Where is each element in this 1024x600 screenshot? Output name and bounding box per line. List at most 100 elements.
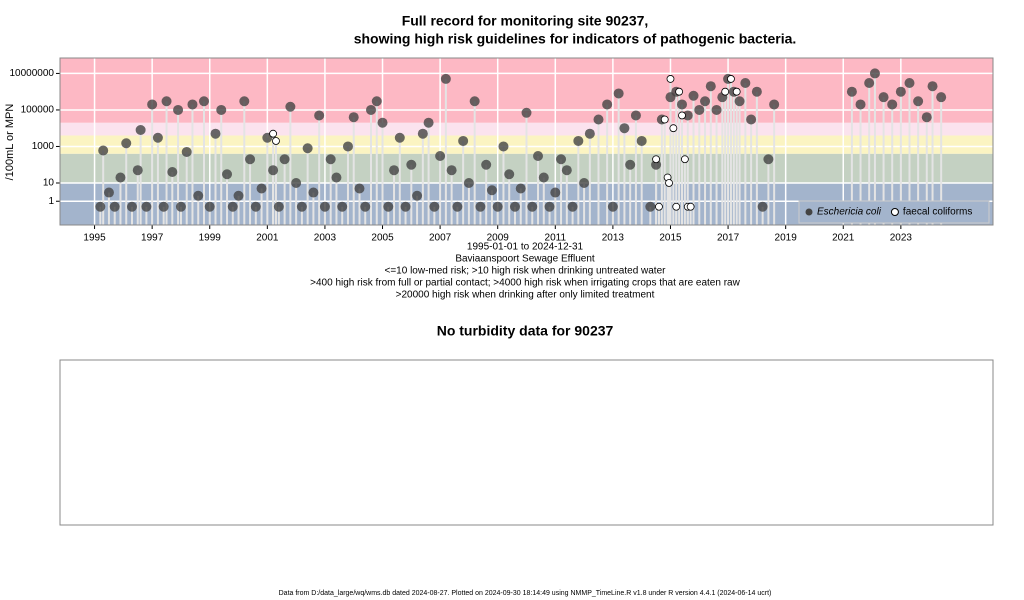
data-point [302, 143, 313, 154]
data-point [904, 77, 915, 88]
x-tick-label: 2017 [717, 233, 740, 244]
data-point [672, 202, 681, 211]
data-point [607, 201, 618, 212]
y-tick-label: 10000000 [10, 68, 55, 79]
data-point [652, 155, 660, 164]
data-point [504, 169, 515, 180]
data-point [210, 128, 221, 139]
data-point [515, 183, 526, 194]
guideline: <=10 low-med risk; >10 high risk when dr… [385, 266, 667, 277]
data-point [669, 124, 678, 133]
data-point [383, 201, 394, 212]
data-point [429, 201, 440, 212]
data-point [705, 81, 716, 92]
site-name: Baviaanspoort Sewage Effluent [455, 254, 595, 265]
footer: Data from D:/data_large/wq/wms.db dated … [279, 590, 772, 597]
data-point [121, 138, 132, 149]
data-point [239, 96, 250, 107]
data-point [458, 135, 469, 146]
data-point [360, 201, 371, 212]
data-point [846, 86, 857, 97]
data-point [740, 77, 751, 88]
y-tick-label: 1 [48, 196, 54, 207]
data-point [158, 201, 169, 212]
data-point [463, 177, 474, 188]
data-point [665, 179, 673, 187]
data-point [167, 166, 178, 177]
legend-marker [890, 208, 899, 216]
data-point [233, 190, 244, 201]
data-point [625, 159, 636, 170]
data-point [734, 96, 745, 107]
data-point [296, 201, 307, 212]
guideline: >20000 high risk when drinking after onl… [396, 290, 655, 301]
data-point [412, 190, 423, 201]
data-point [677, 99, 687, 110]
data-point [216, 104, 227, 115]
data-point [509, 201, 520, 212]
data-point [354, 183, 365, 194]
data-point [187, 99, 198, 110]
data-point [869, 68, 880, 79]
data-point [222, 169, 233, 180]
data-point [732, 87, 741, 96]
data-point [279, 154, 290, 165]
data-point [593, 114, 604, 125]
data-point [256, 183, 267, 194]
x-tick-label: 2003 [314, 233, 337, 244]
data-point [446, 165, 457, 176]
data-point [680, 155, 689, 164]
data-point [887, 99, 898, 110]
data-point [711, 104, 722, 115]
data-point [481, 159, 492, 170]
plot-frame [59, 57, 994, 226]
data-point [636, 135, 647, 146]
data-point [152, 132, 163, 143]
data-point [567, 201, 578, 212]
plot: 1 10 1000 100000 10000000 1995 1997 1999 2001 200… [10, 57, 994, 244]
data-point [855, 99, 866, 110]
data-point [700, 96, 711, 107]
data-point [440, 73, 451, 84]
data-point [175, 201, 186, 212]
data-point [921, 112, 932, 123]
data-point [272, 137, 280, 145]
data-point [269, 129, 277, 138]
data-point [325, 154, 336, 165]
data-point [285, 101, 296, 112]
x-tick-label: 2007 [429, 233, 452, 244]
data-point [103, 187, 114, 198]
data-point [936, 92, 947, 103]
data-point [268, 165, 279, 176]
x-tick-label: 1997 [141, 233, 164, 244]
data-point [109, 201, 120, 212]
data-point [613, 88, 624, 99]
x-tick-label: 1999 [199, 233, 222, 244]
x-tick-label: 2015 [659, 233, 682, 244]
data-point [666, 75, 675, 83]
data-point [126, 201, 137, 212]
data-point [204, 201, 215, 212]
data-point [584, 128, 595, 139]
data-point [895, 86, 906, 97]
data-point [602, 99, 613, 110]
data-point [694, 104, 705, 115]
data-point [556, 154, 567, 165]
data-point [423, 117, 434, 128]
x-tick-label: 2011 [545, 233, 567, 244]
data-point [573, 135, 584, 146]
data-point [688, 90, 699, 101]
title-2: showing high risk guidelines for indicat… [354, 31, 797, 47]
x-tick-label: 2001 [256, 233, 279, 244]
title: Full record for monitoring site 90237, [402, 13, 649, 29]
data-point [337, 201, 348, 212]
data-point [308, 187, 319, 198]
data-point [475, 201, 486, 212]
data-point [417, 128, 428, 139]
data-point [389, 165, 400, 176]
data-point [645, 201, 656, 212]
data-point [452, 201, 463, 212]
guideline: >400 high risk from full or partial cont… [310, 278, 740, 289]
data-point [486, 185, 497, 196]
data-point [913, 96, 924, 107]
